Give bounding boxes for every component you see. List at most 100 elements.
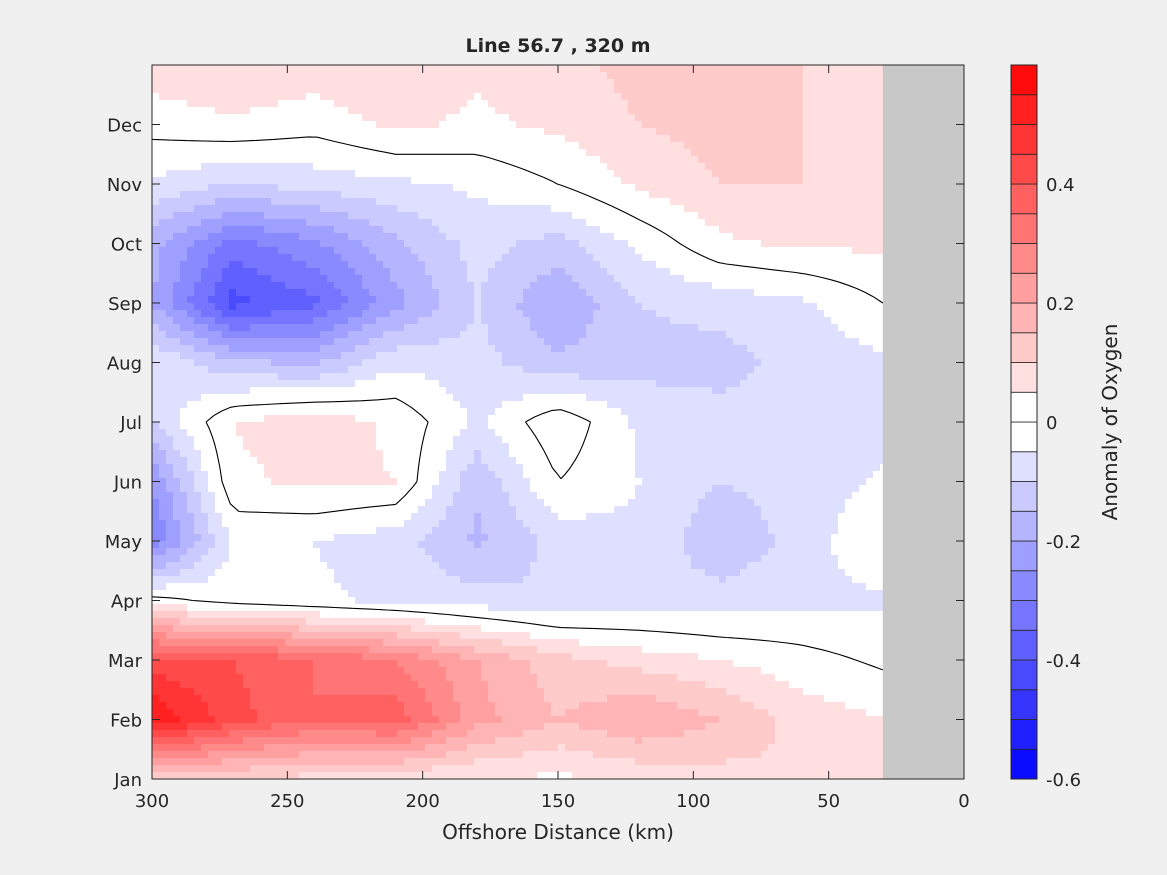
field-cell (684, 373, 692, 381)
field-cell (495, 114, 503, 122)
field-cell (446, 107, 454, 115)
field-cell (796, 317, 804, 325)
field-cell (607, 72, 615, 80)
field-cell (250, 79, 258, 87)
field-cell (691, 275, 699, 283)
field-cell (656, 303, 664, 311)
field-cell (621, 282, 629, 290)
field-cell (383, 331, 391, 339)
field-cell (285, 184, 293, 192)
field-cell (243, 226, 251, 234)
field-cell (481, 303, 489, 311)
field-cell (852, 198, 860, 206)
field-cell (194, 184, 202, 192)
field-cell (775, 310, 783, 318)
field-cell (551, 142, 559, 150)
field-cell (432, 303, 440, 311)
field-cell (810, 254, 818, 262)
field-cell (250, 310, 258, 318)
field-cell (173, 387, 181, 395)
field-cell (376, 135, 384, 143)
field-cell (551, 254, 559, 262)
field-cell (600, 359, 608, 367)
field-cell (474, 149, 482, 157)
field-cell (243, 100, 251, 108)
field-cell (775, 282, 783, 290)
field-cell (390, 394, 398, 402)
field-cell (656, 296, 664, 304)
field-cell (173, 296, 181, 304)
field-cell (187, 380, 195, 388)
field-cell (369, 191, 377, 199)
field-cell (768, 121, 776, 129)
field-cell (789, 324, 797, 332)
field-cell (348, 198, 356, 206)
field-cell (173, 261, 181, 269)
field-cell (628, 65, 636, 73)
field-cell (404, 310, 412, 318)
field-cell (642, 240, 650, 248)
field-cell (684, 86, 692, 94)
field-cell (488, 170, 496, 178)
field-cell (621, 324, 629, 332)
field-cell (698, 303, 706, 311)
field-cell (446, 128, 454, 136)
field-cell (551, 226, 559, 234)
field-cell (705, 268, 713, 276)
field-cell (649, 156, 657, 164)
field-cell (838, 261, 846, 269)
field-cell (432, 296, 440, 304)
field-cell (320, 184, 328, 192)
field-cell (852, 296, 860, 304)
field-cell (719, 93, 727, 101)
field-cell (411, 240, 419, 248)
field-cell (509, 289, 517, 297)
field-cell (278, 289, 286, 297)
field-cell (348, 233, 356, 241)
field-cell (621, 65, 629, 73)
field-cell (761, 212, 769, 220)
field-cell (229, 72, 237, 80)
field-cell (488, 338, 496, 346)
field-cell (453, 219, 461, 227)
field-cell (551, 121, 559, 129)
field-cell (579, 345, 587, 353)
field-cell (803, 121, 811, 129)
field-cell (439, 268, 447, 276)
field-cell (313, 310, 321, 318)
field-cell (299, 268, 307, 276)
field-cell (733, 156, 741, 164)
field-cell (579, 212, 587, 220)
field-cell (215, 352, 223, 360)
field-cell (201, 310, 209, 318)
field-cell (831, 345, 839, 353)
field-cell (166, 394, 174, 402)
field-cell (173, 233, 181, 241)
field-cell (369, 303, 377, 311)
field-cell (362, 72, 370, 80)
field-cell (187, 205, 195, 213)
field-cell (530, 191, 538, 199)
field-cell (810, 184, 818, 192)
field-cell (327, 254, 335, 262)
field-cell (243, 219, 251, 227)
field-cell (796, 359, 804, 367)
field-cell (502, 163, 510, 171)
field-cell (159, 331, 167, 339)
field-cell (362, 205, 370, 213)
field-cell (859, 331, 867, 339)
field-cell (642, 226, 650, 234)
field-cell (880, 205, 884, 213)
field-cell (866, 142, 874, 150)
field-cell (250, 338, 258, 346)
field-cell (698, 156, 706, 164)
field-cell (537, 142, 545, 150)
field-cell (285, 233, 293, 241)
field-cell (803, 331, 811, 339)
field-cell (201, 177, 209, 185)
field-cell (565, 296, 573, 304)
field-cell (208, 331, 216, 339)
field-cell (495, 394, 503, 402)
field-cell (852, 100, 860, 108)
field-cell (761, 289, 769, 297)
